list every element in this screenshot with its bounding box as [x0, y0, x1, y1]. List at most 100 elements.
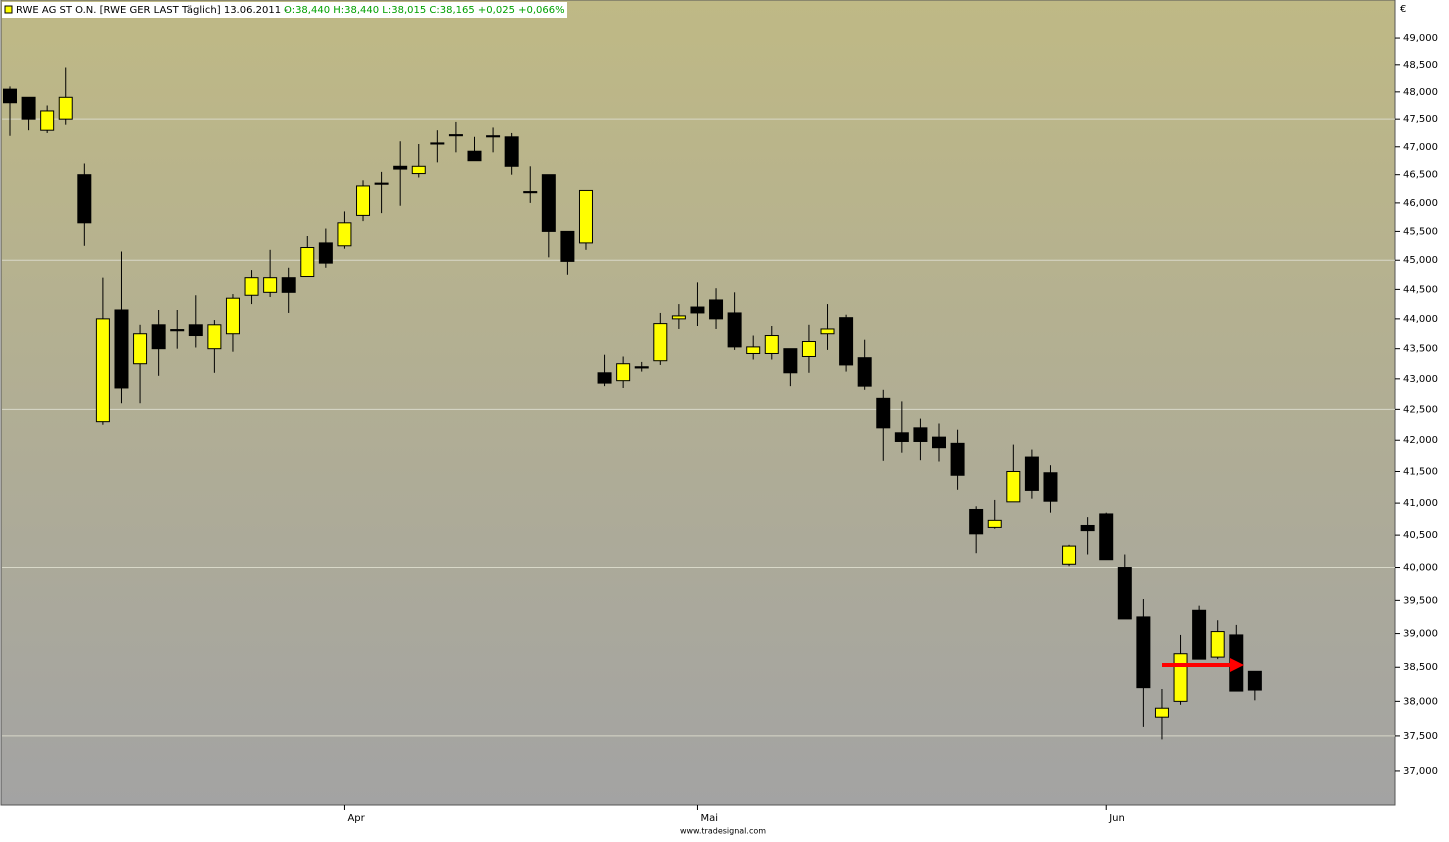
candle-body	[225, 297, 240, 335]
y-tick-label: 38,000	[1403, 696, 1438, 707]
header-box	[2, 2, 567, 18]
y-tick-label: 40,000	[1403, 563, 1438, 574]
y-tick-label: 47,000	[1403, 142, 1438, 153]
candle-body	[300, 247, 315, 278]
candle-body	[1043, 472, 1058, 502]
candle-body	[1024, 456, 1039, 491]
y-tick-label: 49,000	[1403, 33, 1438, 44]
candle-body	[1136, 616, 1151, 689]
y-tick-label: 40,500	[1403, 530, 1438, 541]
y-tick-label: 46,500	[1403, 170, 1438, 181]
candle-body	[671, 315, 686, 320]
arrow-head	[1230, 658, 1244, 672]
candle-body	[616, 363, 631, 382]
candle-body	[504, 136, 519, 167]
candle-body	[40, 110, 55, 131]
candle-body	[356, 185, 371, 216]
y-tick-label: 43,500	[1403, 344, 1438, 355]
y-tick-label: 47,500	[1403, 114, 1438, 125]
ohlc-summary: O:38,440 H:38,440 L:38,015 C:38,165 +0,0…	[284, 5, 565, 16]
candle-body	[1117, 567, 1132, 620]
candle-body	[801, 340, 816, 357]
candle-body	[1154, 707, 1169, 718]
plot: 37,000 37,500 38,000 38,500 39,000 39,500 40,0…	[2, 33, 1438, 824]
y-tick-label: 48,000	[1403, 87, 1438, 98]
candle-body	[913, 427, 928, 442]
candle-body	[374, 182, 389, 185]
candle-body	[21, 96, 36, 120]
candle-body	[337, 222, 352, 247]
candle-body	[727, 312, 742, 348]
candle-body	[876, 397, 891, 429]
candle-body	[411, 165, 426, 175]
candle-body	[393, 165, 408, 170]
y-tick-label: 41,000	[1403, 498, 1438, 509]
candle-body	[188, 324, 203, 337]
candle-body	[690, 306, 705, 314]
candle-body	[263, 277, 278, 293]
currency: €	[1400, 4, 1406, 15]
y-tick-label: 46,000	[1403, 198, 1438, 209]
y-tick-label: 38,500	[1403, 662, 1438, 673]
x-tick-label: Apr	[347, 813, 365, 824]
candle-body	[3, 88, 17, 104]
chart-title: RWE AG ST O.N. [RWE GER LAST Täglich] 13…	[16, 5, 288, 16]
y-tick-label: 42,000	[1403, 435, 1438, 446]
candle-body	[1210, 631, 1225, 658]
candle-body	[746, 346, 761, 354]
candle-body	[77, 174, 92, 224]
footer: www.tradesignal.com	[680, 827, 766, 836]
candle-body	[1080, 524, 1095, 532]
candle-body	[578, 189, 593, 244]
candle-body	[560, 230, 575, 262]
y-tick-label: 37,000	[1403, 766, 1438, 777]
y-tick-label: 42,500	[1403, 404, 1438, 415]
plot-area	[0, 0, 1396, 806]
candle-body	[1173, 653, 1188, 702]
candle-body	[839, 317, 854, 366]
candle-body	[486, 135, 501, 138]
candle-body	[932, 436, 946, 449]
y-tick-label: 39,000	[1403, 629, 1438, 640]
candle-body	[430, 142, 445, 145]
y-tick-label: 44,500	[1403, 284, 1438, 295]
header-icon	[4, 5, 13, 14]
y-tick-label: 48,500	[1403, 60, 1438, 71]
candle-body	[764, 335, 779, 354]
candle-body	[597, 372, 612, 384]
candle-body	[95, 318, 110, 423]
candle-body	[170, 329, 185, 332]
y-tick-label: 45,000	[1403, 255, 1438, 266]
candle-body	[114, 309, 129, 389]
candle-body	[783, 348, 798, 374]
y-tick-label: 37,500	[1403, 731, 1438, 742]
candle-body	[950, 442, 965, 476]
candle-body	[207, 324, 222, 350]
candle-body	[318, 242, 333, 264]
y-tick-label: 45,500	[1403, 226, 1438, 237]
candle-body	[151, 324, 166, 350]
candle-body	[244, 277, 259, 296]
candle-body	[709, 299, 724, 320]
candle-body	[58, 96, 73, 120]
candle-body	[1006, 470, 1021, 503]
candle-body	[523, 191, 538, 194]
y-tick-label: 44,000	[1403, 314, 1438, 325]
candle-body	[653, 323, 668, 362]
y-tick-label: 41,500	[1403, 466, 1438, 477]
y-tick-label: 39,500	[1403, 595, 1438, 606]
candle-body	[467, 150, 482, 162]
candle-body	[1062, 545, 1077, 565]
candle-body	[857, 357, 872, 387]
candle-body	[634, 366, 649, 369]
y-tick-label: 43,000	[1403, 374, 1438, 385]
x-tick-label: Jun	[1108, 813, 1125, 824]
x-tick-label: Mai	[700, 813, 718, 824]
candle-body	[448, 134, 463, 137]
candle-body	[541, 174, 556, 232]
candle-body	[281, 277, 296, 293]
candle-body	[133, 333, 148, 365]
candle-body	[1192, 609, 1207, 660]
